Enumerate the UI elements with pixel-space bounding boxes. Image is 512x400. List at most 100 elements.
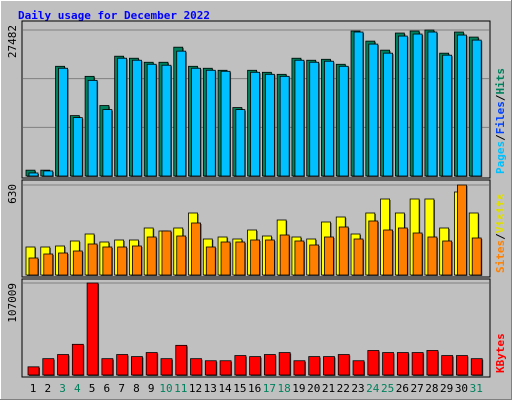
bar xyxy=(250,239,261,276)
bar xyxy=(442,54,453,177)
x-tick-label: 16 xyxy=(248,382,261,395)
bar xyxy=(205,246,216,276)
bar xyxy=(457,34,467,177)
bar xyxy=(71,343,84,376)
bar xyxy=(456,355,468,376)
bar xyxy=(117,246,128,276)
bar xyxy=(426,350,439,376)
bar xyxy=(249,356,262,376)
x-tick-label: 4 xyxy=(74,382,81,395)
bar xyxy=(263,354,276,376)
bar xyxy=(58,252,68,276)
x-tick-label: 7 xyxy=(118,382,125,395)
bar xyxy=(368,43,379,177)
bar xyxy=(219,360,232,376)
axis-label-part: Sites xyxy=(494,240,507,273)
x-tick-label: 21 xyxy=(322,382,335,395)
bar xyxy=(397,35,408,177)
x-tick-label: 29 xyxy=(440,382,453,395)
bar xyxy=(101,358,114,376)
y-tick-label: 630 xyxy=(6,184,19,204)
bar xyxy=(146,236,157,276)
chart-title: Daily usage for December 2022 xyxy=(18,9,210,22)
bar xyxy=(279,234,290,276)
bar xyxy=(116,354,129,376)
bar xyxy=(250,71,261,177)
x-tick-label: 10 xyxy=(159,382,172,395)
bar xyxy=(175,344,188,376)
bar xyxy=(264,73,275,177)
bar xyxy=(470,358,483,376)
bar xyxy=(87,79,98,177)
bar xyxy=(220,70,231,177)
bar xyxy=(396,352,409,376)
bar xyxy=(338,226,349,276)
bar xyxy=(441,355,454,376)
y-tick-label: 107009 xyxy=(6,283,19,323)
bar xyxy=(412,232,423,276)
bar xyxy=(205,69,216,177)
bar xyxy=(442,240,453,276)
bar xyxy=(234,355,247,376)
bar xyxy=(160,358,173,376)
bar xyxy=(353,238,364,276)
axis-label-part: Pages xyxy=(494,141,507,174)
x-tick-label: 14 xyxy=(218,382,232,395)
bar xyxy=(117,57,128,177)
bar xyxy=(324,60,334,177)
y-axis-label: Pages/Files/Hits xyxy=(494,68,507,174)
separator: / xyxy=(494,134,507,141)
x-tick-label: 18 xyxy=(278,382,291,395)
x-tick-label: 30 xyxy=(455,382,468,395)
bar xyxy=(457,184,467,276)
x-tick-label: 22 xyxy=(337,382,350,395)
bar xyxy=(264,239,275,276)
bar xyxy=(43,170,54,177)
axis-label-part: KBytes xyxy=(494,333,507,373)
bar xyxy=(367,350,380,376)
bar xyxy=(427,236,438,276)
bar xyxy=(190,358,202,376)
bar xyxy=(146,63,157,177)
x-tick-label: 1 xyxy=(30,382,37,395)
x-tick-label: 11 xyxy=(174,382,187,395)
bar xyxy=(337,354,350,376)
bar xyxy=(191,67,201,177)
y-axis-label: KBytes xyxy=(494,333,507,373)
x-tick-label: 17 xyxy=(263,382,276,395)
bar xyxy=(294,59,305,177)
bar xyxy=(308,356,321,376)
bar xyxy=(132,245,142,276)
bar xyxy=(176,235,187,276)
bar xyxy=(471,39,482,177)
bar xyxy=(58,67,68,177)
bar xyxy=(235,241,246,276)
bar xyxy=(352,360,365,376)
axis-label-part: Files xyxy=(494,101,507,134)
x-tick-label: 25 xyxy=(381,382,394,395)
x-tick-label: 20 xyxy=(307,382,320,395)
bar xyxy=(28,172,39,177)
x-tick-label: 2 xyxy=(44,382,51,395)
x-tick-label: 23 xyxy=(351,382,364,395)
bar xyxy=(294,240,305,276)
bar xyxy=(338,65,349,177)
bar xyxy=(382,352,394,376)
bar xyxy=(28,257,39,276)
bar xyxy=(161,64,172,177)
x-tick-label: 6 xyxy=(104,382,111,395)
bar xyxy=(324,236,334,276)
bar xyxy=(27,366,40,376)
bar xyxy=(87,243,98,276)
bar xyxy=(471,237,482,276)
x-tick-label: 26 xyxy=(396,382,409,395)
bar xyxy=(220,241,231,276)
x-tick-label: 27 xyxy=(411,382,424,395)
bar xyxy=(161,230,172,276)
x-tick-label: 5 xyxy=(89,382,96,395)
bar xyxy=(383,229,393,276)
bar xyxy=(278,352,291,376)
bar xyxy=(43,253,54,276)
x-tick-label: 28 xyxy=(425,382,438,395)
